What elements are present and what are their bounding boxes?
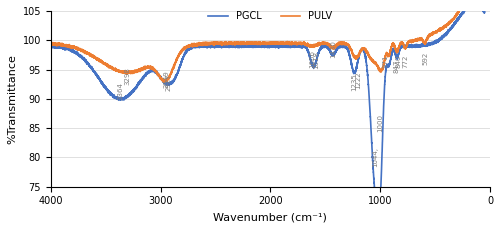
Legend: PGCL, PULV: PGCL, PULV bbox=[204, 7, 336, 25]
Text: 847: 847 bbox=[394, 60, 400, 74]
PULV bbox=[304, 43, 310, 46]
Text: 2949: 2949 bbox=[163, 70, 169, 88]
PGCL bbox=[48, 45, 54, 48]
Text: 592: 592 bbox=[422, 52, 428, 65]
Text: 1222: 1222 bbox=[355, 72, 361, 89]
Text: 1618: 1618 bbox=[314, 51, 320, 69]
PGCL bbox=[482, 10, 488, 13]
PULV bbox=[48, 42, 54, 45]
Text: 1430: 1430 bbox=[330, 40, 336, 58]
Y-axis label: %Transmittance: %Transmittance bbox=[7, 54, 17, 144]
Text: 3364: 3364 bbox=[118, 82, 124, 100]
PGCL bbox=[205, 46, 211, 49]
Text: 971: 971 bbox=[382, 54, 388, 68]
PULV bbox=[370, 58, 376, 61]
PULV bbox=[392, 47, 398, 50]
PGCL bbox=[304, 48, 310, 51]
PGCL bbox=[324, 45, 330, 48]
PGCL bbox=[470, 0, 476, 3]
PGCL bbox=[370, 153, 376, 155]
PULV bbox=[324, 43, 330, 45]
PULV bbox=[160, 80, 166, 83]
Line: PGCL: PGCL bbox=[50, 2, 484, 219]
PGCL bbox=[70, 49, 75, 52]
PULV bbox=[205, 42, 211, 45]
Line: PULV: PULV bbox=[50, 0, 484, 82]
PGCL bbox=[392, 54, 398, 57]
Text: 1606: 1606 bbox=[309, 50, 315, 68]
Text: 772: 772 bbox=[402, 54, 408, 68]
Text: 1000: 1000 bbox=[377, 114, 383, 132]
Text: 1235: 1235 bbox=[352, 73, 358, 91]
Text: 2927: 2927 bbox=[166, 73, 172, 91]
Text: 840: 840 bbox=[396, 54, 402, 68]
Text: 3298: 3298 bbox=[125, 67, 131, 85]
Text: 1044,: 1044, bbox=[372, 147, 378, 167]
X-axis label: Wavenumber (cm⁻¹): Wavenumber (cm⁻¹) bbox=[214, 212, 328, 222]
PGCL bbox=[375, 218, 381, 221]
PULV bbox=[70, 45, 75, 48]
